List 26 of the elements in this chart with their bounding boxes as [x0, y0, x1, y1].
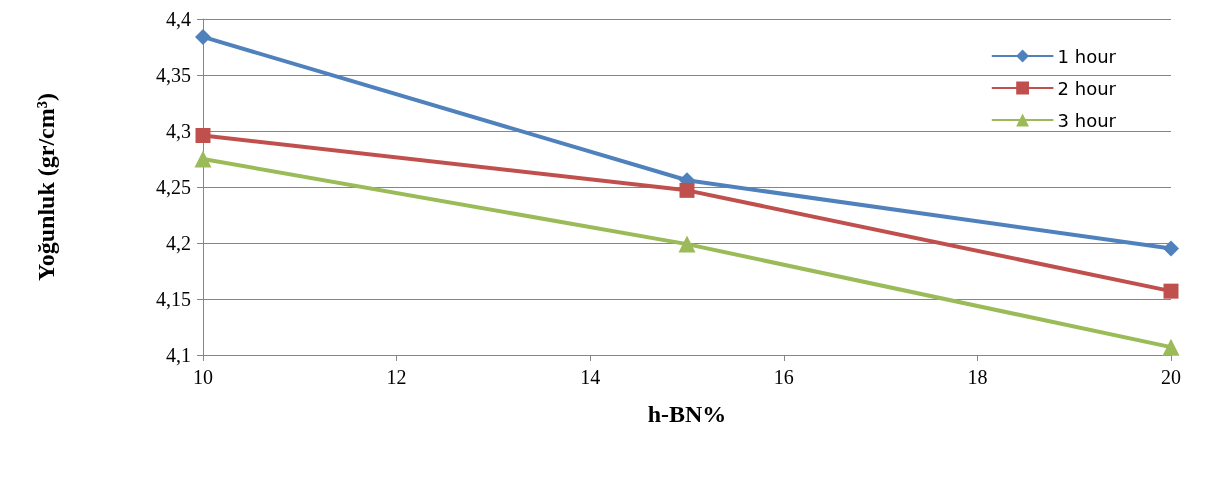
y-tick-label: 4,15	[156, 288, 191, 310]
point	[679, 182, 695, 198]
y-tick-label: 4,1	[166, 344, 191, 366]
x-tick-label: 20	[1161, 366, 1181, 388]
point	[194, 150, 212, 168]
point	[195, 28, 211, 45]
y-tick-label: 4,4	[166, 8, 191, 30]
x-tick-label: 18	[967, 366, 988, 388]
y-tick-label: 4,2	[166, 232, 191, 254]
point	[1162, 338, 1180, 356]
legend-label: 3 hour	[1057, 109, 1117, 131]
point	[195, 127, 211, 143]
point	[1163, 283, 1179, 299]
point	[678, 235, 696, 253]
x-tick-label: 14	[580, 366, 601, 388]
x-tick-label: 12	[386, 366, 407, 388]
y-tick-label: 4,3	[166, 120, 191, 142]
y-tick-label: 4,25	[156, 176, 191, 198]
y-tick-label: 4,35	[156, 64, 191, 86]
y-axis-title: Yoğunluk (gr/cm³)	[33, 93, 59, 281]
x-tick-label: 10	[193, 366, 213, 388]
x-axis-title: h-BN%	[647, 401, 727, 427]
point	[1163, 240, 1179, 257]
x-tick-label: 16	[773, 366, 794, 388]
legend-label: 1 hour	[1057, 45, 1117, 67]
legend-label: 2 hour	[1057, 77, 1117, 99]
